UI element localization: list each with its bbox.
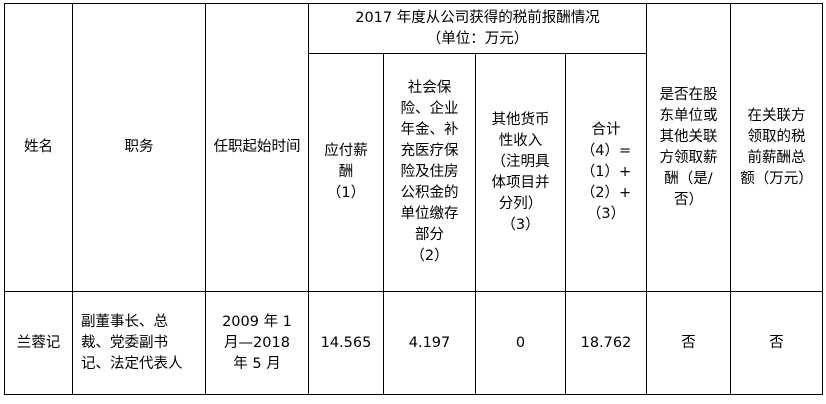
cell-total: 18.762	[565, 291, 647, 395]
compensation-table: 姓名 职务 任职起始时间 2017 年度从公司获得的税前报酬情况 （单位：万元）…	[4, 3, 823, 395]
header-position: 职务	[72, 3, 206, 292]
header-group-title: 2017 年度从公司获得的税前报酬情况 （单位：万元）	[308, 3, 647, 54]
header-row-1: 姓名 职务 任职起始时间 2017 年度从公司获得的税前报酬情况 （单位：万元）…	[4, 3, 823, 292]
cell-position: 副董事长、总 裁、党委副书 记、法定代表人	[72, 291, 206, 395]
cell-related-total: 否	[730, 291, 823, 395]
cell-insurance: 4.197	[383, 291, 476, 395]
cell-other-income: 0	[475, 291, 566, 395]
header-salary: 应付薪 酬 （1）	[308, 53, 384, 292]
cell-salary: 14.565	[308, 291, 384, 395]
header-shareholder-paid: 是否在股 东单位或 其他关联 方领取薪 酬（是/ 否）	[646, 3, 731, 292]
cell-name: 兰蓉记	[4, 291, 73, 395]
header-related-total: 在关联方 领取的税 前薪酬总 额（万元）	[730, 3, 823, 292]
cell-term: 2009 年 1 月—2018 年 5 月	[205, 291, 309, 395]
header-total: 合计 （4）= （1）+ （2）+ （3）	[565, 53, 647, 292]
header-other-income: 其他货币 性收入 （注明具 体项目并 分列） （3）	[475, 53, 566, 292]
header-insurance: 社会保 险、企业 年金、补 充医疗保 险及住房 公积金的 单位缴存 部分 （2）	[383, 53, 476, 292]
header-term: 任职起始时间	[205, 3, 309, 292]
header-name: 姓名	[4, 3, 73, 292]
header-row-2: 应付薪 酬 （1） 社会保 险、企业 年金、补 充医疗保 险及住房 公积金的 单…	[5, 53, 823, 292]
cell-shareholder-paid: 否	[646, 291, 731, 395]
table-row: 兰蓉记 副董事长、总 裁、党委副书 记、法定代表人 2009 年 1 月—201…	[4, 291, 823, 395]
